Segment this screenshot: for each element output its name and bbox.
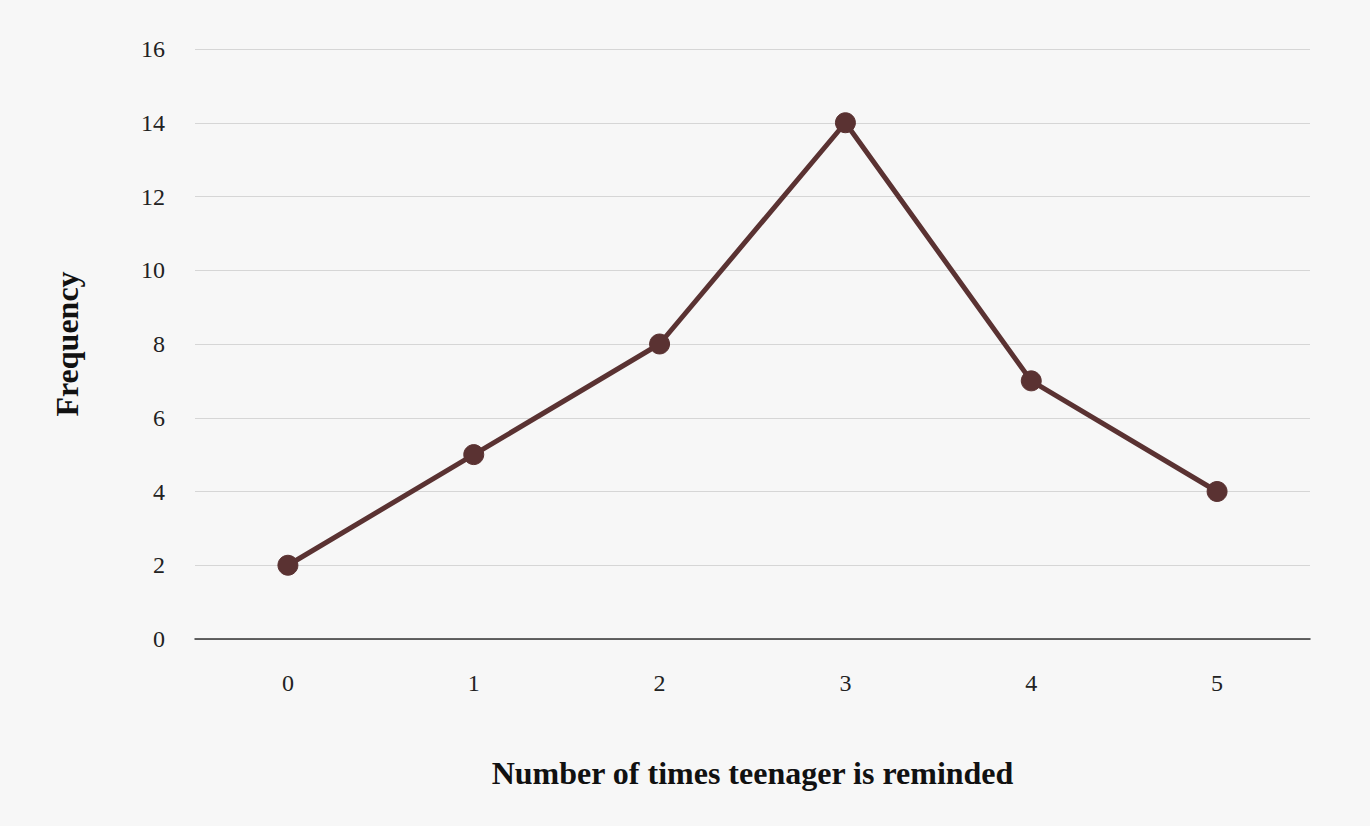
svg-text:12: 12 xyxy=(141,184,165,210)
svg-text:5: 5 xyxy=(1211,670,1223,696)
svg-text:1: 1 xyxy=(468,670,480,696)
svg-text:4: 4 xyxy=(153,479,165,505)
svg-text:0: 0 xyxy=(282,670,294,696)
svg-text:10: 10 xyxy=(141,257,165,283)
svg-text:Frequency: Frequency xyxy=(49,271,85,416)
svg-text:2: 2 xyxy=(153,552,165,578)
svg-text:16: 16 xyxy=(141,36,165,62)
svg-text:14: 14 xyxy=(141,110,165,136)
svg-text:Number of times teenager is re: Number of times teenager is reminded xyxy=(492,755,1014,791)
svg-text:6: 6 xyxy=(153,405,165,431)
svg-text:2: 2 xyxy=(654,670,666,696)
svg-text:4: 4 xyxy=(1025,670,1037,696)
svg-text:3: 3 xyxy=(839,670,851,696)
svg-text:0: 0 xyxy=(153,626,165,652)
svg-text:8: 8 xyxy=(153,331,165,357)
